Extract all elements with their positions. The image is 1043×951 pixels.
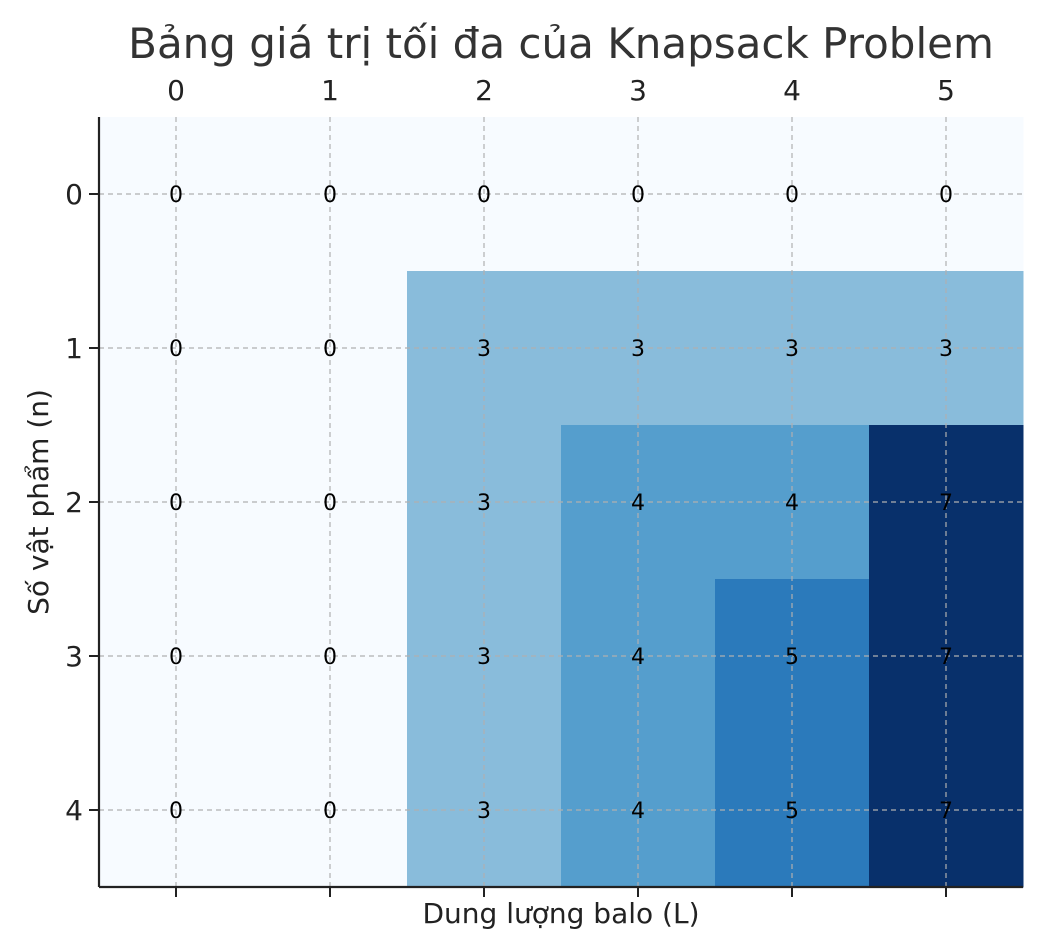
cell-value-label: 3 (785, 337, 799, 362)
chart-title: Bảng giá trị tối đa của Knapsack Problem (128, 19, 994, 68)
cell-value-label: 3 (477, 799, 491, 824)
axis-ticks: 0 1 2 3 4 5 0 1 2 3 4 (65, 74, 955, 897)
y-tick-label: 3 (65, 640, 83, 673)
x-tick-label: 0 (167, 74, 185, 107)
x-tick-label: 4 (783, 74, 801, 107)
cell-value-label: 0 (169, 799, 183, 824)
cell-value-label: 3 (477, 645, 491, 670)
cell-value-label: 4 (785, 491, 799, 516)
cell-value-label: 0 (169, 491, 183, 516)
y-tick-label: 1 (65, 332, 83, 365)
cell-value-label: 0 (631, 183, 645, 208)
cell-value-label: 0 (323, 645, 337, 670)
cell-value-label: 3 (939, 337, 953, 362)
cell-value-label: 7 (939, 799, 953, 824)
cell-value-label: 0 (323, 337, 337, 362)
x-axis-label: Dung lượng balo (L) (423, 897, 700, 930)
cell-value-label: 7 (939, 645, 953, 670)
cell-value-label: 0 (323, 183, 337, 208)
cell-value-label: 3 (477, 337, 491, 362)
cell-value-label: 0 (477, 183, 491, 208)
cell-value-label: 4 (631, 799, 645, 824)
cell-value-labels: 0 0 0 0 0 0 0 0 3 3 3 3 0 0 3 4 4 7 0 0 3 4 5 7 0 0 3 4 5 7 (169, 183, 953, 824)
y-tick-label: 4 (65, 794, 83, 827)
cell-value-label: 5 (785, 799, 799, 824)
cell-value-label: 0 (785, 183, 799, 208)
y-tick-label: 0 (65, 178, 83, 211)
cell-value-label: 0 (169, 645, 183, 670)
cell-value-label: 0 (169, 183, 183, 208)
x-tick-label: 1 (321, 74, 339, 107)
x-tick-label: 2 (475, 74, 493, 107)
cell-value-label: 0 (323, 799, 337, 824)
cell-value-label: 0 (939, 183, 953, 208)
cell-value-label: 3 (631, 337, 645, 362)
cell-value-label: 4 (631, 491, 645, 516)
cell-value-label: 0 (323, 491, 337, 516)
x-tick-label: 5 (937, 74, 955, 107)
cell-value-label: 0 (169, 337, 183, 362)
cell-value-label: 3 (477, 491, 491, 516)
y-tick-label: 2 (65, 486, 83, 519)
cell-value-label: 5 (785, 645, 799, 670)
cell-value-label: 7 (939, 491, 953, 516)
x-tick-label: 3 (629, 74, 647, 107)
grid-lines (99, 117, 1023, 887)
cell-value-label: 4 (631, 645, 645, 670)
y-axis-label: Số vật phẩm (n) (22, 389, 55, 615)
